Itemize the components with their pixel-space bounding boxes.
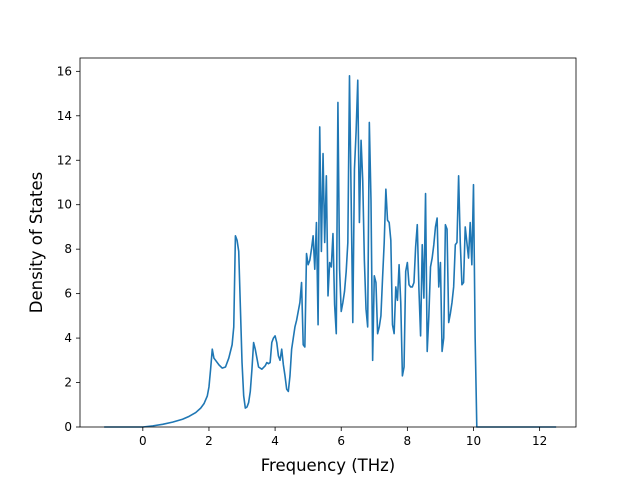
plot-layer bbox=[104, 74, 557, 428]
x-axis-label: Frequency (THz) bbox=[261, 456, 396, 475]
y-tick-label: 14 bbox=[57, 109, 72, 123]
x-tick-label: 6 bbox=[337, 434, 345, 448]
y-tick-label: 0 bbox=[64, 420, 72, 434]
series-line-0 bbox=[104, 74, 557, 428]
y-tick-label: 8 bbox=[64, 242, 72, 256]
y-tick-label: 10 bbox=[57, 198, 72, 212]
y-tick-label: 16 bbox=[57, 64, 72, 78]
y-tick-label: 2 bbox=[64, 376, 72, 390]
x-tick-label: 8 bbox=[404, 434, 412, 448]
y-tick-label: 12 bbox=[57, 153, 72, 167]
y-axis-ticks: 0 2 4 6 8 10 12 14 16 bbox=[57, 64, 80, 434]
x-tick-label: 12 bbox=[532, 434, 547, 448]
y-tick-label: 6 bbox=[64, 287, 72, 301]
plot-frame bbox=[79, 57, 577, 428]
x-tick-label: 0 bbox=[139, 434, 147, 448]
y-tick-label: 4 bbox=[64, 331, 72, 345]
x-tick-label: 10 bbox=[466, 434, 481, 448]
x-tick-label: 4 bbox=[271, 434, 279, 448]
y-axis-label: Density of States bbox=[27, 172, 46, 313]
x-tick-label: 2 bbox=[205, 434, 213, 448]
x-axis-ticks: 0 2 4 6 8 10 12 bbox=[139, 427, 547, 448]
